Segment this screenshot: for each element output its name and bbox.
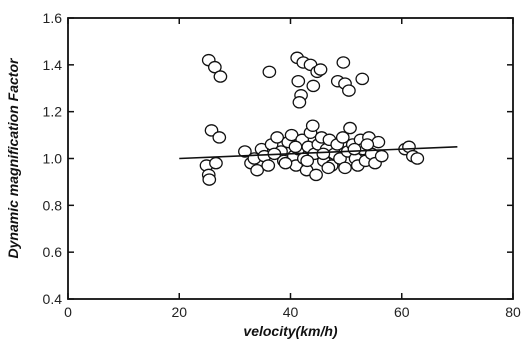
data-point [321,161,336,175]
data-point [209,156,223,170]
data-point [336,56,351,69]
data-point [291,74,306,88]
y-tick-label: 1.0 [43,151,63,167]
data-point [208,60,222,74]
y-tick-label: 0.4 [43,291,63,307]
y-tick-label: 1.6 [43,10,63,26]
data-point [212,131,227,144]
data-point [250,163,264,177]
data-point [335,131,350,144]
x-axis-ticks: 0 20 40 60 80 [64,18,521,320]
plot-frame [67,17,514,300]
x-tick-label: 60 [394,304,410,320]
x-tick-label: 40 [283,304,299,320]
x-tick-label: 20 [171,304,187,320]
data-point [278,156,293,170]
data-point [305,119,320,132]
data-point [313,63,328,76]
data-point [288,140,303,154]
y-tick-label: 0.6 [43,244,63,260]
trend-line [179,145,458,160]
y-tick-label: 1.4 [43,57,63,73]
data-point [343,121,357,135]
data-point [374,149,389,163]
data-points [199,51,425,186]
data-point [342,84,356,97]
data-point [213,70,228,83]
data-point [306,79,321,93]
data-point [270,131,284,144]
y-axis-label: Dynamic magnification Factor [5,57,21,258]
data-point [262,65,277,79]
data-point [202,173,217,186]
data-point [238,145,252,158]
data-point [360,138,375,151]
data-point [316,147,331,161]
data-point [371,135,386,149]
x-tick-label: 0 [64,304,72,320]
data-point [292,96,307,109]
data-point [261,159,276,172]
data-point [347,142,362,156]
y-tick-label: 1.2 [43,104,63,120]
data-point [338,161,352,175]
data-point [410,152,425,165]
y-tick-label: 0.8 [43,197,63,213]
trend-line-group [179,145,458,160]
data-point [355,72,370,86]
data-point [309,168,323,182]
x-axis-label: velocity(km/h) [243,323,337,339]
x-tick-label: 80 [505,304,521,320]
data-point [300,154,315,168]
